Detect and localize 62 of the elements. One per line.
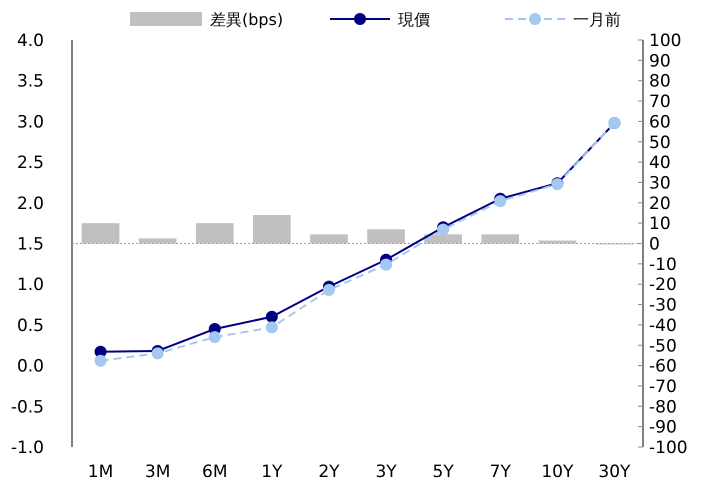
y-tick-label: 2.0 (16, 194, 44, 214)
legend-label: 差異(bps) (210, 10, 284, 29)
bar (538, 240, 576, 244)
x-tick-label: 5Y (432, 462, 454, 482)
bar (196, 223, 234, 244)
bar (481, 234, 520, 244)
legend-label: 一月前 (573, 10, 621, 29)
x-tick-label: 3Y (375, 462, 398, 482)
x-tick-label: 7Y (490, 462, 512, 482)
bar (138, 238, 176, 244)
x-tick-label: 6M (202, 462, 228, 482)
x-tick-label: 10Y (541, 462, 574, 482)
y2-tick-label: -40 (649, 316, 677, 336)
point (494, 195, 506, 208)
point (322, 284, 335, 296)
y2-tick-label: -20 (649, 275, 677, 296)
x-tick-label: 2Y (318, 462, 340, 482)
y-tick-label: 3.0 (16, 112, 44, 132)
point (94, 354, 107, 367)
y2-tick-label: -60 (649, 356, 677, 377)
point (266, 321, 278, 334)
point (380, 258, 392, 271)
y2-tick-label: 100 (649, 31, 682, 51)
y2-tick-label: -30 (649, 296, 677, 316)
y2-tick-label: -100 (649, 438, 688, 458)
y2-tick-label: 10 (649, 214, 671, 234)
x-tick-label: 30Y (598, 462, 632, 482)
y-tick-label: 0.5 (16, 316, 44, 336)
y2-tick-label: 50 (649, 132, 671, 153)
y-tick-label: 1.0 (16, 275, 44, 296)
y2-tick-label: 30 (649, 173, 671, 194)
point (208, 331, 221, 344)
y-tick-label: 1.5 (16, 234, 44, 254)
y-tick-label: 0.0 (16, 356, 44, 377)
x-tick-label: 1Y (261, 462, 284, 482)
bar (310, 234, 348, 244)
y2-tick-label: 90 (649, 51, 671, 72)
bar (367, 229, 405, 244)
y2-tick-label: 40 (649, 153, 671, 174)
y2-tick-label: -50 (649, 336, 677, 356)
y-tick-label: -1.0 (10, 438, 44, 458)
point (152, 347, 164, 360)
y2-tick-label: -80 (649, 397, 677, 418)
y2-tick-label: 20 (649, 194, 671, 214)
y2-tick-label: 60 (649, 112, 671, 132)
y2-tick-label: -70 (649, 376, 677, 397)
bar (253, 215, 291, 244)
x-tick-label: 3M (144, 462, 170, 482)
y2-tick-label: -10 (649, 254, 677, 275)
y-tick-label: 4.0 (16, 31, 44, 51)
y2-tick-label: -90 (649, 418, 677, 438)
point (437, 224, 450, 236)
y-tick-label: 2.5 (16, 153, 44, 174)
y-tick-label: -0.5 (10, 397, 44, 418)
point (266, 310, 278, 323)
y2-tick-label: 80 (649, 72, 671, 92)
x-tick-label: 1M (88, 462, 114, 482)
y2-tick-label: 70 (649, 92, 671, 112)
y2-tick-label: 0 (649, 234, 660, 254)
legend-label: 現價 (398, 10, 430, 29)
bar (82, 223, 120, 244)
y-tick-label: 3.5 (16, 72, 44, 92)
